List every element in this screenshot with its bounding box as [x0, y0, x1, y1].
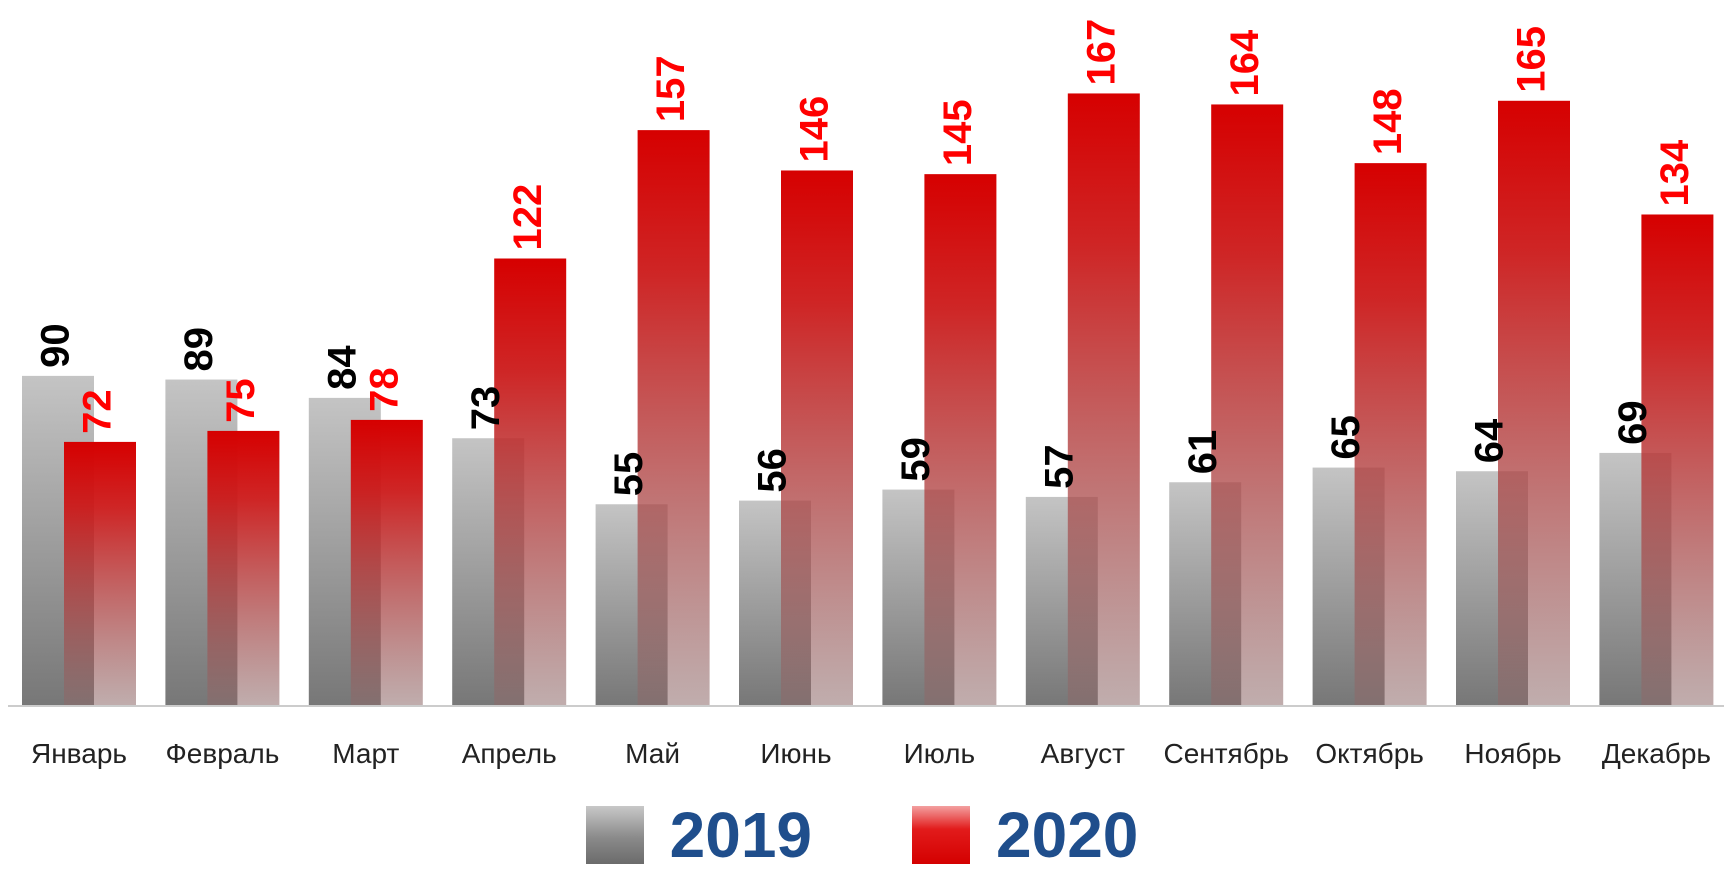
bar-2020-7 — [924, 174, 997, 706]
bar-2020-12 — [1641, 214, 1714, 706]
value-label-2020-10: 148 — [1366, 88, 1410, 155]
x-tick-label-4: Апрель — [462, 738, 557, 769]
legend-item-2020: 2020 — [912, 803, 1138, 867]
value-label-2020-11: 165 — [1510, 26, 1554, 93]
x-tick-label-10: Октябрь — [1315, 738, 1424, 769]
bar-2020-5 — [637, 130, 710, 706]
value-label-2019-10: 65 — [1324, 415, 1368, 460]
x-tick-label-8: Август — [1041, 738, 1125, 769]
legend-swatch-2020 — [912, 806, 970, 864]
legend-item-2019: 2019 — [585, 799, 812, 871]
x-tick-label-5: Май — [625, 738, 680, 769]
value-label-2020-7: 145 — [936, 99, 980, 166]
x-tick-label-1: Январь — [31, 738, 127, 769]
x-tick-label-2: Февраль — [165, 738, 279, 769]
bar-2020-2 — [207, 430, 280, 706]
value-label-2020-4: 122 — [506, 184, 550, 251]
value-label-2019-11: 64 — [1468, 418, 1512, 463]
value-label-2019-5: 55 — [607, 452, 651, 497]
bar-2020-8 — [1067, 93, 1140, 707]
value-label-2020-12: 134 — [1653, 139, 1697, 206]
x-tick-label-12: Декабрь — [1602, 738, 1711, 769]
value-label-2019-6: 56 — [751, 448, 795, 493]
value-label-2020-1: 72 — [76, 389, 120, 434]
value-label-2020-2: 75 — [219, 378, 263, 423]
value-label-2019-9: 61 — [1181, 430, 1225, 475]
x-tick-label-6: Июнь — [760, 738, 831, 769]
legend-label-2020: 2020 — [996, 799, 1139, 871]
value-label-2019-2: 89 — [177, 327, 221, 372]
legend-swatch-2019 — [585, 806, 644, 864]
bar-2020-3 — [350, 419, 423, 706]
value-label-2019-3: 84 — [320, 345, 364, 390]
bar-2020-1 — [64, 441, 136, 706]
value-label-2020-5: 157 — [649, 55, 693, 122]
bar-2020-10 — [1354, 163, 1427, 707]
value-label-2020-8: 167 — [1079, 19, 1123, 86]
legend-label-2019: 2019 — [669, 799, 812, 871]
legend: 2019 2020 — [0, 799, 1724, 871]
x-tick-label-3: Март — [332, 738, 399, 769]
x-tick-label-11: Ноябрь — [1464, 738, 1561, 769]
value-label-2019-4: 73 — [464, 386, 508, 431]
value-label-2019-1: 90 — [34, 323, 78, 368]
value-label-2020-3: 78 — [362, 367, 406, 412]
value-label-2019-8: 57 — [1037, 444, 1081, 489]
value-label-2020-9: 164 — [1223, 29, 1267, 96]
x-tick-label-7: Июль — [904, 738, 975, 769]
bar-2020-6 — [781, 170, 853, 707]
bar-2020-4 — [494, 258, 567, 706]
value-label-2020-6: 146 — [793, 96, 837, 163]
value-label-2019-12: 69 — [1611, 400, 1655, 445]
bar-2020-9 — [1211, 104, 1284, 706]
bar-2020-11 — [1498, 100, 1570, 706]
value-label-2019-7: 59 — [894, 437, 938, 482]
x-tick-label-9: Сентябрь — [1163, 738, 1288, 769]
